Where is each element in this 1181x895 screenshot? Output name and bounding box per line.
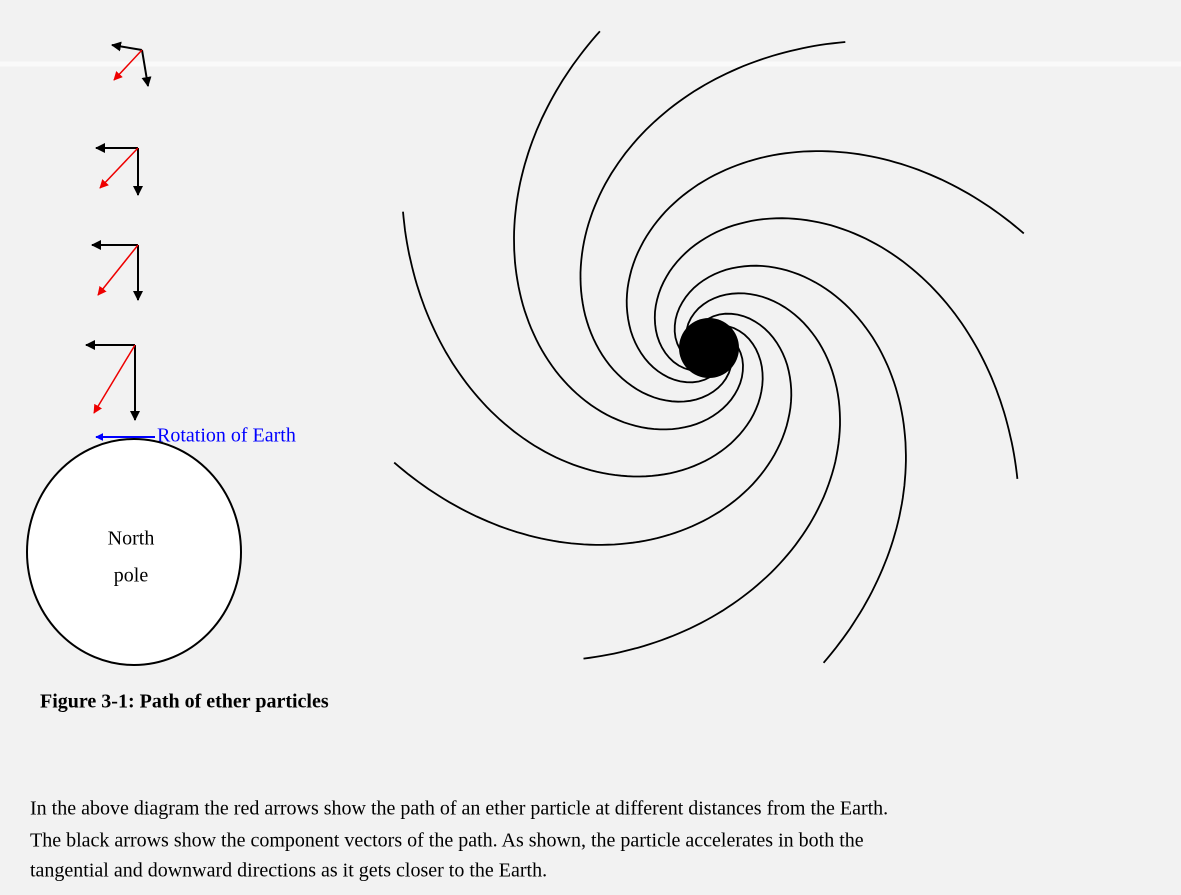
spiral-arm	[625, 150, 1025, 384]
downward-arrow	[141, 49, 152, 87]
spiral	[393, 30, 1025, 664]
earth	[26, 438, 242, 666]
paragraph-line: In the above diagram the red arrows show…	[30, 798, 888, 820]
spiral-arm	[583, 292, 841, 660]
spiral-arm	[393, 312, 793, 546]
spiral-arm	[579, 41, 846, 403]
path-arrow	[113, 49, 143, 81]
spiral-arm	[653, 217, 1019, 480]
path-arrow	[99, 147, 139, 189]
path-arrow	[97, 244, 139, 296]
tangential-arrow	[111, 41, 143, 52]
caption: Figure 3-1: Path of ether particles	[40, 691, 329, 713]
center-dot	[679, 318, 739, 378]
paragraph-line: tangential and downward directions as it…	[30, 860, 547, 882]
spiral-arm	[673, 264, 907, 664]
rotation-label: Rotation of Earth	[157, 425, 296, 447]
earth-label: North	[108, 528, 155, 550]
spiral-arm	[402, 211, 764, 478]
vector-groups	[85, 41, 152, 421]
spiral-arm	[513, 30, 744, 431]
paragraph-line: The black arrows show the component vect…	[30, 830, 864, 852]
path-arrow	[93, 344, 136, 414]
earth-label: pole	[114, 565, 149, 587]
